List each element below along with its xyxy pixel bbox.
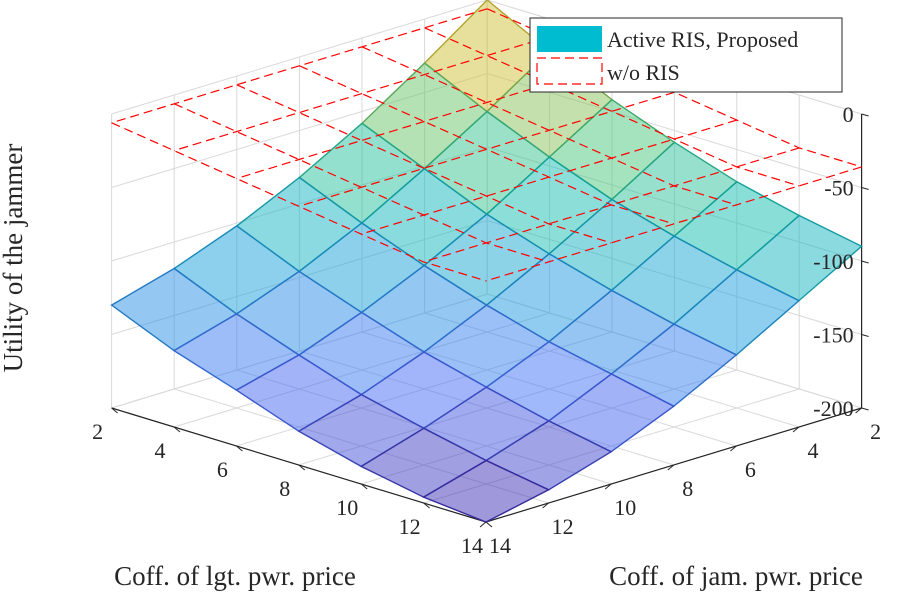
- wireframe-line-y: [111, 122, 487, 282]
- wireframe-line-y: [173, 103, 549, 263]
- legend: Active RIS, Proposed w/o RIS: [529, 17, 843, 93]
- x-tick-mark: [111, 407, 118, 414]
- y-tick-label: 14: [489, 533, 511, 558]
- x-tick-label: 12: [399, 514, 421, 539]
- wireframe-line-x: [173, 36, 550, 152]
- legend-swatch-active-ris: [537, 26, 602, 52]
- y-axis-label: Coff. of jam. pwr. price: [609, 561, 863, 591]
- z-tick-label: -150: [813, 323, 853, 348]
- x-tick-mark: [298, 464, 306, 471]
- z-tick-mark: [861, 260, 869, 264]
- x-tick-label: 2: [92, 419, 103, 444]
- z-tick-label: 0: [843, 102, 854, 127]
- legend-label-without-ris: w/o RIS: [607, 60, 680, 85]
- legend-label-active-ris: Active RIS, Proposed: [607, 27, 798, 52]
- y-tick-mark: [667, 464, 675, 471]
- y-tick-mark: [855, 407, 862, 414]
- x-tick-mark: [360, 483, 368, 490]
- wireframe-line-y: [236, 84, 612, 244]
- x-tick-label: 10: [336, 495, 358, 520]
- z-axis-label: Utility of the jammer: [0, 144, 28, 373]
- y-tick-label: 10: [614, 495, 636, 520]
- z-tick-label: -100: [813, 249, 853, 274]
- y-tick-mark: [542, 502, 549, 509]
- x-tick-label: 4: [155, 438, 166, 463]
- x-tick-label: 14: [461, 533, 483, 558]
- wireframe-line-x: [236, 63, 613, 180]
- x-tick-label: 8: [279, 476, 290, 501]
- wireframe-line-y: [299, 65, 674, 225]
- x-axis-label: Coff. of lgt. pwr. price: [114, 561, 356, 591]
- y-tick-label: 12: [552, 514, 574, 539]
- z-tick-mark: [861, 187, 869, 190]
- z-tick-label: -50: [824, 176, 853, 201]
- z-tick-mark: [861, 113, 869, 117]
- surface-active-ris: [110, 0, 863, 523]
- wireframe-line-y: [361, 46, 737, 206]
- x-tick-mark: [485, 521, 493, 528]
- wireframe-line-y: [424, 27, 800, 187]
- tick-labels: 0 -50 -100 -150 -200 2 4 6 8 10 12 14 2 4 6 8 10 12 14: [92, 102, 881, 558]
- x-tick-mark: [423, 502, 430, 509]
- y-tick-mark: [604, 483, 612, 490]
- y-tick-mark: [479, 521, 487, 528]
- y-tick-mark: [792, 426, 800, 433]
- y-tick-label: 2: [870, 419, 881, 444]
- y-tick-label: 8: [682, 476, 693, 501]
- x-tick-mark: [236, 445, 243, 452]
- x-tick-mark: [173, 426, 181, 433]
- x-tick-label: 6: [217, 457, 228, 482]
- legend-swatch-without-ris: [536, 57, 603, 85]
- z-tick-label: -200: [813, 396, 853, 421]
- y-tick-mark: [730, 445, 737, 452]
- z-tick-mark: [861, 334, 869, 337]
- z-tick-mark: [861, 407, 869, 411]
- y-tick-label: 6: [745, 457, 756, 482]
- y-tick-label: 4: [808, 438, 819, 463]
